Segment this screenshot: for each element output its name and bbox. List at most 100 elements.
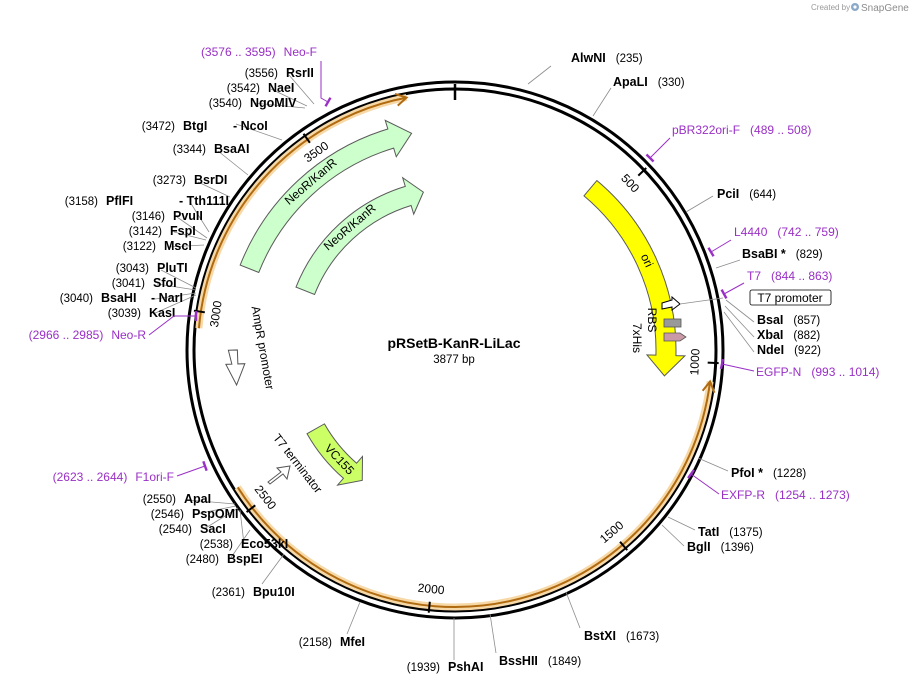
site-position: (2361) — [212, 587, 245, 599]
site-tth111i: - Tth111I — [179, 194, 229, 208]
tick-mark — [707, 361, 719, 365]
site-position: (1849) — [548, 656, 581, 668]
site-position: (235) — [616, 53, 643, 65]
site-kasi: KasI (3039) — [108, 306, 176, 320]
site-name: ApaLI — [613, 75, 648, 89]
plasmid-name: pRSetB-KanR-LiLac — [387, 335, 520, 351]
primer-range: (2966 .. 2985) — [29, 328, 104, 342]
tick-mark — [302, 133, 311, 144]
primer-leader — [176, 465, 206, 477]
primer-name: pBR322ori-F — [672, 123, 740, 137]
site-leader — [156, 283, 197, 291]
site-leader — [346, 601, 361, 635]
site-name: PciI — [717, 187, 739, 201]
site-position: (1396) — [721, 542, 754, 554]
site-name: Bpu10I — [253, 585, 295, 599]
site-leader — [197, 181, 231, 198]
site-position: (3039) — [108, 308, 141, 320]
site-btgi: BtgI (3472) — [142, 119, 208, 133]
site-leader — [592, 87, 612, 117]
site-position: (3158) — [65, 196, 98, 208]
site-name: BssHII — [499, 654, 538, 668]
credit-prefix: Created by — [811, 3, 850, 12]
primer-mark — [687, 469, 695, 479]
primer-mark — [719, 358, 725, 370]
site-position: (2540) — [159, 524, 192, 536]
site-leader — [253, 102, 306, 109]
his-tag-label: 7xHis — [630, 323, 644, 353]
primer-exfp-r: EXFP-R (1254 .. 1273) — [721, 488, 850, 502]
site-bsahi: BsaHI (3040) — [60, 291, 137, 305]
primer-name: T7 — [747, 269, 761, 283]
site-apali: ApaLI (330) — [613, 75, 685, 89]
site-position: (2546) — [151, 509, 184, 521]
site-pvuii: PvuII (3146) — [132, 209, 203, 223]
orf-layer — [195, 92, 716, 611]
t7-promoter-box — [749, 289, 832, 306]
site-position: (644) — [749, 189, 776, 201]
site-name: SacI — [200, 522, 226, 536]
tick-mark — [637, 167, 647, 177]
site-leader — [217, 150, 249, 176]
primer-leader — [710, 239, 732, 253]
ampr-promoter-label: AmpR promoter — [249, 305, 277, 391]
site-name: BsaI — [757, 313, 783, 327]
orf-arrowhead — [701, 379, 716, 394]
site-name: BsaHI — [101, 291, 136, 305]
site-tati: TatI (1375) — [698, 525, 763, 539]
site-position: (3472) — [142, 121, 175, 133]
tick-mark — [427, 601, 431, 613]
credit-brand: SnapGene — [861, 3, 909, 14]
site-position: (3041) — [112, 278, 145, 290]
primer-pbr322ori-f: pBR322ori-F (489 .. 508) — [672, 123, 811, 137]
primer-range: (489 .. 508) — [750, 123, 811, 137]
site-leader — [725, 299, 755, 323]
site-leader — [239, 509, 245, 545]
site-leader — [152, 294, 197, 315]
site-bsaai: BsaAI (3344) — [173, 142, 250, 156]
his-tag-arrow — [663, 332, 687, 342]
primer-name: Neo-R — [111, 328, 146, 342]
site-leader — [187, 499, 236, 505]
feature-neor-kanr-arrow — [295, 176, 424, 296]
site-name: BsaBI * — [742, 247, 786, 261]
site-leader — [527, 65, 552, 85]
site-leader — [235, 123, 283, 141]
primer-mark — [720, 289, 728, 299]
site-rsrii: RsrII (3556) — [245, 66, 314, 80]
tick-mark — [619, 541, 628, 551]
primer-neo-f: Neo-F (3576 .. 3595) — [201, 45, 317, 59]
site-xbai: XbaI (882) — [757, 328, 820, 342]
site-name: Eco53kI — [241, 537, 288, 551]
site-leader — [667, 516, 696, 531]
site-name: SfoI — [153, 276, 177, 290]
site-name: TatI — [698, 525, 719, 539]
primer-leader — [649, 137, 671, 159]
site-position: (2538) — [200, 539, 233, 551]
site-position: (1228) — [773, 468, 806, 480]
t7-promoter-arrow — [661, 295, 681, 311]
primer-f1ori-f: F1ori-F (2623 .. 2644) — [53, 470, 174, 484]
site-ncoi: - NcoI — [233, 119, 268, 133]
site-leader — [189, 201, 210, 233]
feature-ori-label: ori — [638, 251, 656, 269]
site-bsshii: BssHII (1849) — [499, 654, 581, 668]
site-leader — [229, 529, 251, 560]
site-bsrdi: BsrDI (3273) — [153, 173, 228, 187]
site-bsai: BsaI (857) — [757, 313, 820, 327]
site-leader — [203, 507, 239, 530]
site-name: KasI — [149, 306, 175, 320]
site-name: BspEI — [227, 552, 262, 566]
site-position: (2158) — [299, 637, 332, 649]
site-leader — [715, 259, 741, 269]
site-leader — [489, 613, 497, 654]
primer-mark — [707, 247, 715, 257]
site-name: MscI — [164, 239, 192, 253]
feature-vc155-arrow — [306, 423, 364, 486]
site-bpu10i: Bpu10I (2361) — [212, 585, 295, 599]
site-name: BtgI — [183, 119, 207, 133]
site-name: BstXI — [584, 629, 616, 643]
primer-mark — [324, 97, 332, 107]
primer-leader — [690, 473, 720, 495]
